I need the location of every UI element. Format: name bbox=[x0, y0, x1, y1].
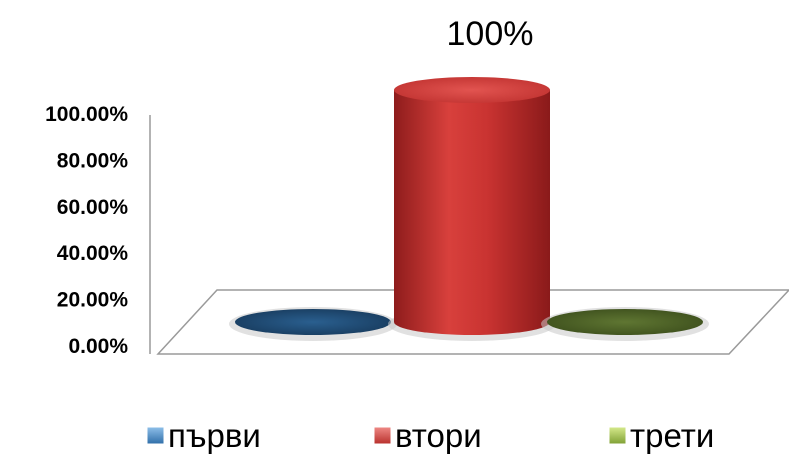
y-tick-label: 60.00% bbox=[57, 196, 129, 219]
legend-swatch bbox=[146, 426, 165, 445]
y-tick-label: 0.00% bbox=[68, 335, 128, 358]
legend-label: втори bbox=[395, 417, 482, 454]
cylinder-top bbox=[394, 77, 550, 103]
y-tick-label: 80.00% bbox=[57, 149, 129, 172]
cylinder-body bbox=[394, 90, 550, 335]
data-labels: 100% bbox=[447, 15, 534, 53]
legend-item: трети bbox=[608, 417, 714, 454]
cylinder-disc bbox=[547, 309, 703, 335]
cylinder-3 bbox=[541, 307, 709, 341]
cylinder-disc bbox=[235, 309, 391, 335]
legend-label: първи bbox=[168, 417, 261, 454]
legend-label: трети bbox=[630, 417, 714, 454]
legend-item: втори bbox=[373, 417, 482, 454]
legend-swatch bbox=[373, 426, 392, 445]
y-tick-label: 20.00% bbox=[57, 289, 129, 312]
cylinders bbox=[229, 77, 709, 341]
y-tick-label: 100.00% bbox=[45, 103, 128, 126]
legend-swatch bbox=[608, 426, 627, 445]
y-tick-label: 40.00% bbox=[57, 242, 129, 265]
legend: първи втори трети bbox=[146, 417, 714, 454]
y-tick-labels: 0.00% 20.00% 40.00% 60.00% 80.00% 100.00% bbox=[45, 103, 128, 358]
cylinder-1 bbox=[229, 307, 397, 341]
cylinder-2 bbox=[388, 77, 556, 341]
legend-item: първи bbox=[146, 417, 261, 454]
data-label: 100% bbox=[447, 15, 534, 53]
